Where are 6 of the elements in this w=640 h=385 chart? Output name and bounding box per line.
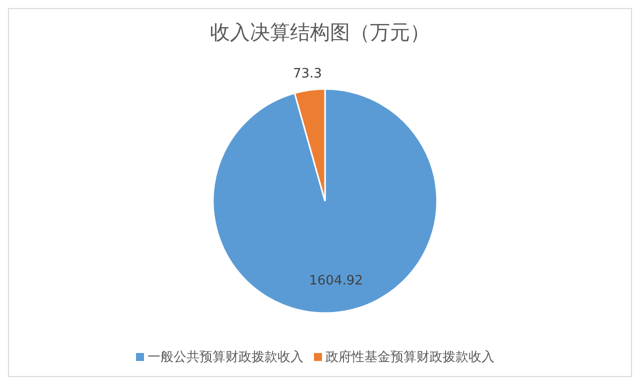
data-label: 73.3 — [293, 66, 322, 82]
legend-label: 政府性基金预算财政拨款收入 — [326, 350, 494, 365]
data-label: 1604.92 — [309, 273, 363, 288]
chart-title: 收入决算结构图（万元） — [209, 19, 431, 46]
legend-label: 一般公共预算财政拨款收入 — [148, 350, 304, 365]
pie-slice — [212, 88, 438, 314]
